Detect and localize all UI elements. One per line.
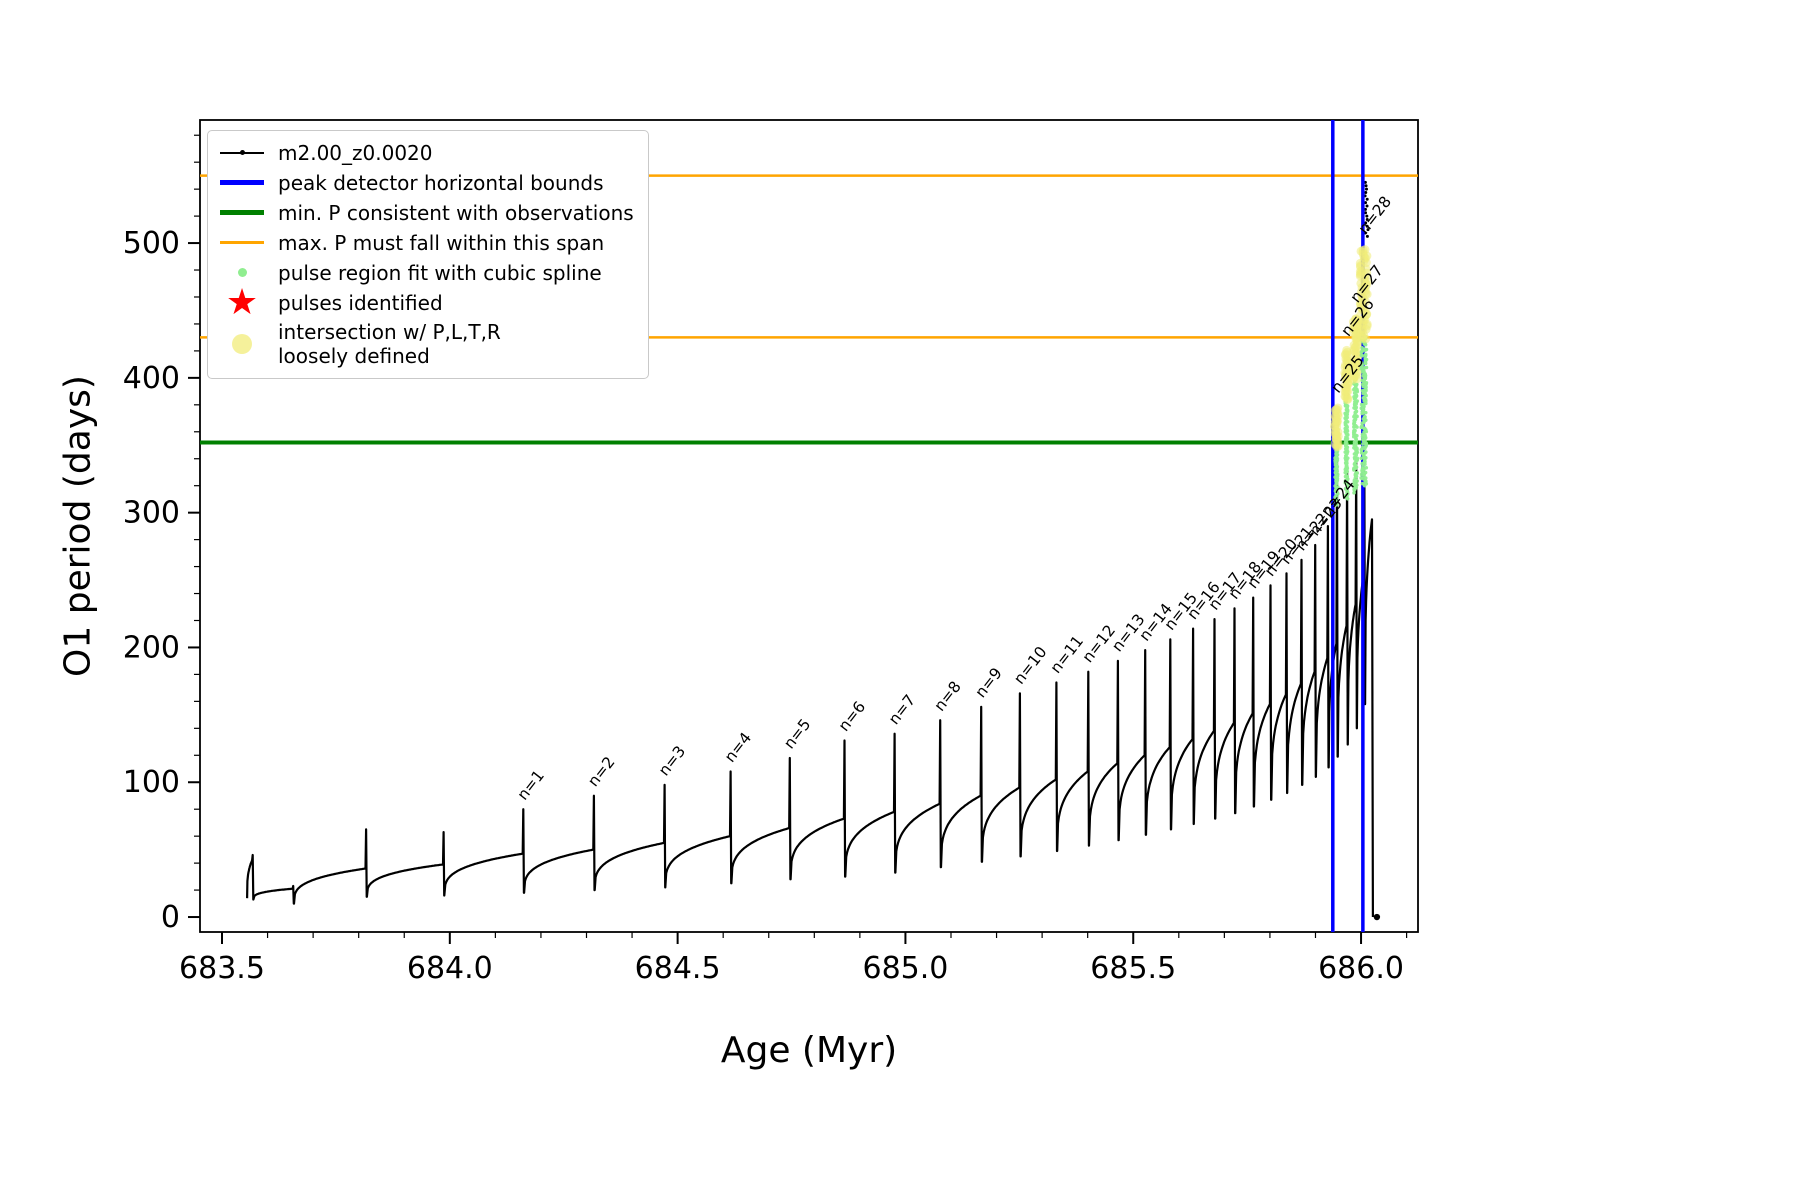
svg-text:n=9: n=9 (972, 664, 1006, 701)
svg-text:685.5: 685.5 (1090, 951, 1176, 986)
svg-text:200: 200 (123, 630, 180, 665)
svg-text:683.5: 683.5 (179, 951, 265, 986)
legend-entry-label: m2.00_z0.0020 (278, 140, 433, 165)
legend-entry: m2.00_z0.0020 (218, 139, 634, 166)
svg-text:n=4: n=4 (721, 729, 755, 766)
y-axis-label: O1 period (days) (57, 375, 99, 677)
series-line-icon (218, 150, 266, 155)
min-period-line-icon (218, 210, 266, 215)
max-period-line-icon (218, 241, 266, 244)
svg-text:n=10: n=10 (1010, 643, 1050, 688)
legend-entry: max. P must fall within this span (218, 229, 634, 256)
spline-dot-icon (218, 268, 266, 277)
intersection-dot-icon (218, 334, 266, 354)
svg-text:n=1: n=1 (514, 767, 548, 804)
svg-text:500: 500 (123, 226, 180, 261)
legend-entry-label: intersection w/ P,L,T,R loosely defined (278, 320, 501, 368)
svg-text:n=2: n=2 (584, 753, 618, 790)
legend-entry-label: pulses identified (278, 291, 443, 315)
x-axis-label: Age (Myr) (720, 1030, 898, 1071)
svg-text:300: 300 (123, 496, 180, 531)
legend-entry-label: max. P must fall within this span (278, 230, 605, 255)
pulse-star-icon: ★ (225, 282, 259, 323)
svg-text:n=5: n=5 (780, 716, 814, 753)
svg-text:n=3: n=3 (655, 743, 689, 780)
legend-entry: pulse region fit with cubic spline (218, 259, 634, 286)
legend-entry-label: peak detector horizontal bounds (278, 170, 604, 195)
peak-bounds-line-icon (218, 180, 266, 185)
svg-text:684.0: 684.0 (407, 951, 493, 986)
legend-entry-label: pulse region fit with cubic spline (278, 260, 602, 285)
legend-entry: min. P consistent with observations (218, 199, 634, 226)
svg-text:686.0: 686.0 (1318, 951, 1404, 986)
legend-entry: intersection w/ P,L,T,R loosely defined (218, 320, 634, 368)
svg-text:100: 100 (123, 765, 180, 800)
svg-text:n=6: n=6 (835, 698, 869, 735)
svg-text:0: 0 (161, 900, 180, 935)
svg-text:684.5: 684.5 (635, 951, 721, 986)
svg-text:n=28: n=28 (1355, 193, 1395, 238)
legend-entry-label: min. P consistent with observations (278, 200, 634, 225)
svg-text:n=8: n=8 (931, 678, 965, 715)
svg-text:400: 400 (123, 361, 180, 396)
svg-text:n=7: n=7 (885, 691, 919, 728)
legend-entry: peak detector horizontal bounds (218, 169, 634, 196)
legend-entry: ★ pulses identified (218, 282, 634, 323)
legend: m2.00_z0.0020 peak detector horizontal b… (207, 130, 649, 379)
svg-text:685.0: 685.0 (862, 951, 948, 986)
